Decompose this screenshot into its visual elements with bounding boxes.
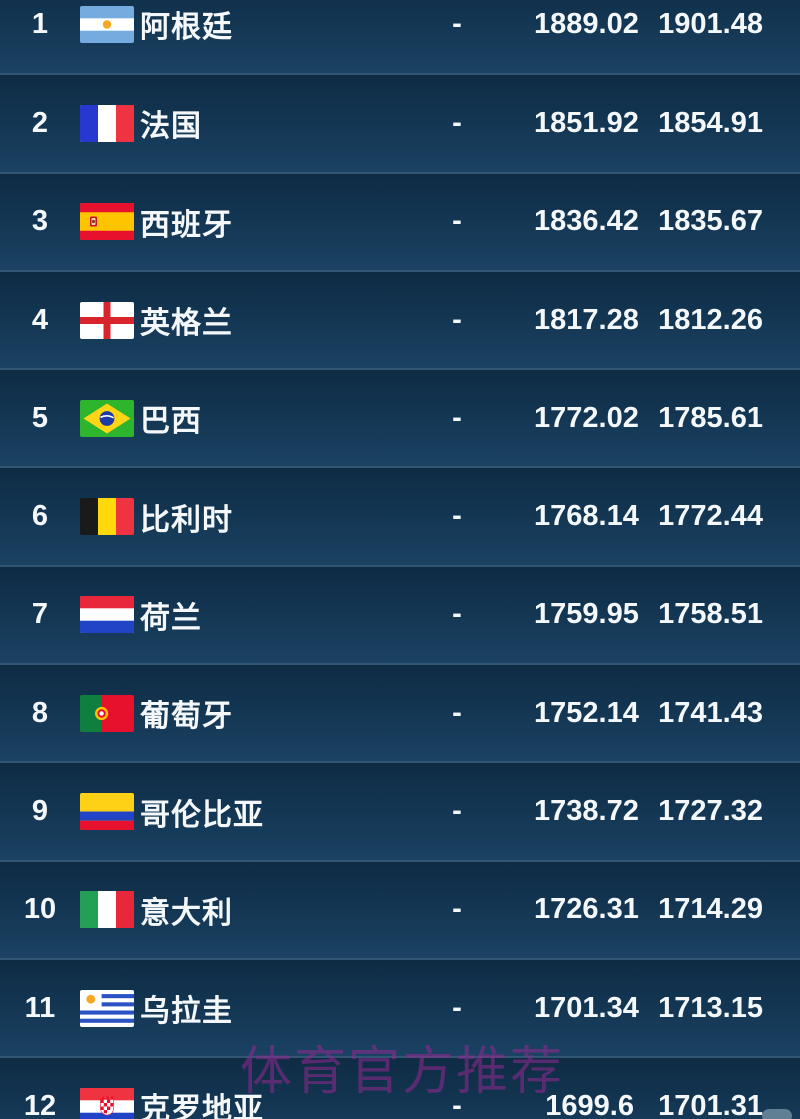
rank-move: - xyxy=(452,7,462,40)
rank-label: 8 xyxy=(31,696,49,729)
points-previous: 1901.48 xyxy=(658,7,763,40)
country-name: 比利时 xyxy=(140,503,233,537)
country-name: 巴西 xyxy=(140,405,202,439)
argentina-flag xyxy=(80,5,134,43)
uruguay-flag xyxy=(80,989,134,1027)
points-previous: 1812.26 xyxy=(658,303,763,336)
points-current: 1759.95 xyxy=(534,598,639,631)
rank-move: - xyxy=(452,500,462,533)
colombia-flag xyxy=(80,793,134,831)
rank-label: 2 xyxy=(31,106,49,139)
country-name: 乌拉圭 xyxy=(140,995,233,1029)
rank-move: - xyxy=(452,1089,462,1119)
rank-label: 9 xyxy=(31,795,49,828)
rank-label: 1 xyxy=(31,7,49,40)
table-row[interactable]: 2 法国 - 1851.92 1854.91 xyxy=(0,73,800,172)
table-row[interactable]: 3 西班牙 - 1836.42 1835.67 xyxy=(0,171,800,270)
points-current: 1768.14 xyxy=(534,500,639,533)
rank-label: 6 xyxy=(31,500,49,533)
rank-move: - xyxy=(452,303,462,336)
points-current: 1817.28 xyxy=(534,303,639,336)
points-previous: 1758.51 xyxy=(658,598,763,631)
italy-flag xyxy=(80,891,134,929)
points-previous: 1772.44 xyxy=(658,500,763,533)
country-name: 葡萄牙 xyxy=(140,700,233,734)
country-name: 克罗地亚 xyxy=(140,1093,264,1119)
table-row[interactable]: 4 英格兰 - 1817.28 1812.26 xyxy=(0,269,800,369)
points-previous: 1854.91 xyxy=(658,106,763,139)
table-row[interactable]: 6 比利时 - 1768.14 1772.44 xyxy=(0,466,800,565)
country-name: 西班牙 xyxy=(140,208,233,242)
points-previous: 1727.32 xyxy=(658,795,763,828)
rank-label: 10 xyxy=(23,893,57,926)
belgium-flag xyxy=(80,498,134,536)
table-row[interactable]: 11 乌拉圭 - 1701.34 1713.15 xyxy=(0,957,800,1057)
brazil-flag xyxy=(80,399,134,437)
rank-move: - xyxy=(452,401,462,434)
points-previous: 1713.15 xyxy=(658,991,763,1024)
rank-move: - xyxy=(452,598,462,631)
rank-label: 4 xyxy=(31,303,49,336)
points-previous: 1785.61 xyxy=(658,401,763,434)
rank-move: - xyxy=(452,696,462,729)
france-flag xyxy=(80,104,134,142)
rank-label: 3 xyxy=(31,205,49,238)
table-row[interactable]: 7 荷兰 - 1759.95 1758.51 xyxy=(0,564,800,664)
country-name: 哥伦比亚 xyxy=(140,798,264,832)
table-row[interactable]: 5 巴西 - 1772.02 1785.61 xyxy=(0,368,800,467)
country-name: 荷兰 xyxy=(140,601,202,635)
rank-move: - xyxy=(452,795,462,828)
spain-flag xyxy=(80,203,134,241)
portugal-flag xyxy=(80,694,134,732)
rank-move: - xyxy=(452,991,462,1024)
table-row[interactable]: 9 哥伦比亚 - 1738.72 1727.32 xyxy=(0,761,800,860)
rank-label: 7 xyxy=(31,598,49,631)
points-current: 1851.92 xyxy=(534,106,639,139)
table-row[interactable]: 10 意大利 - 1726.31 1714.29 xyxy=(0,859,800,958)
table-row[interactable]: 8 葡萄牙 - 1752.14 1741.43 xyxy=(0,663,800,762)
points-current: 1699.6 xyxy=(545,1089,634,1119)
points-previous: 1835.67 xyxy=(658,205,763,238)
netherlands-flag xyxy=(80,596,134,634)
rank-move: - xyxy=(452,205,462,238)
croatia-flag xyxy=(80,1087,134,1119)
country-name: 意大利 xyxy=(140,896,233,930)
rank-move: - xyxy=(452,106,462,139)
points-current: 1889.02 xyxy=(534,7,639,40)
country-name: 法国 xyxy=(140,110,202,144)
table-row[interactable]: 12 克罗地亚 - 1699.6 1701.31 xyxy=(0,1056,800,1119)
floating-widget[interactable] xyxy=(762,1109,792,1119)
table-row[interactable]: 1 阿根廷 - 1889.02 1901.48 xyxy=(0,0,800,74)
rank-label: 5 xyxy=(31,401,49,434)
points-current: 1752.14 xyxy=(534,696,639,729)
rank-move: - xyxy=(452,893,462,926)
points-previous: 1714.29 xyxy=(658,893,763,926)
points-current: 1738.72 xyxy=(534,795,639,828)
england-flag xyxy=(80,301,134,339)
rank-label: 12 xyxy=(23,1089,57,1119)
country-name: 阿根廷 xyxy=(140,11,233,45)
points-current: 1701.34 xyxy=(534,991,639,1024)
points-previous: 1741.43 xyxy=(658,696,763,729)
points-current: 1772.02 xyxy=(534,401,639,434)
points-current: 1726.31 xyxy=(534,893,639,926)
points-current: 1836.42 xyxy=(534,205,639,238)
points-previous: 1701.31 xyxy=(658,1089,763,1119)
rank-label: 11 xyxy=(24,991,56,1024)
country-name: 英格兰 xyxy=(140,307,233,341)
